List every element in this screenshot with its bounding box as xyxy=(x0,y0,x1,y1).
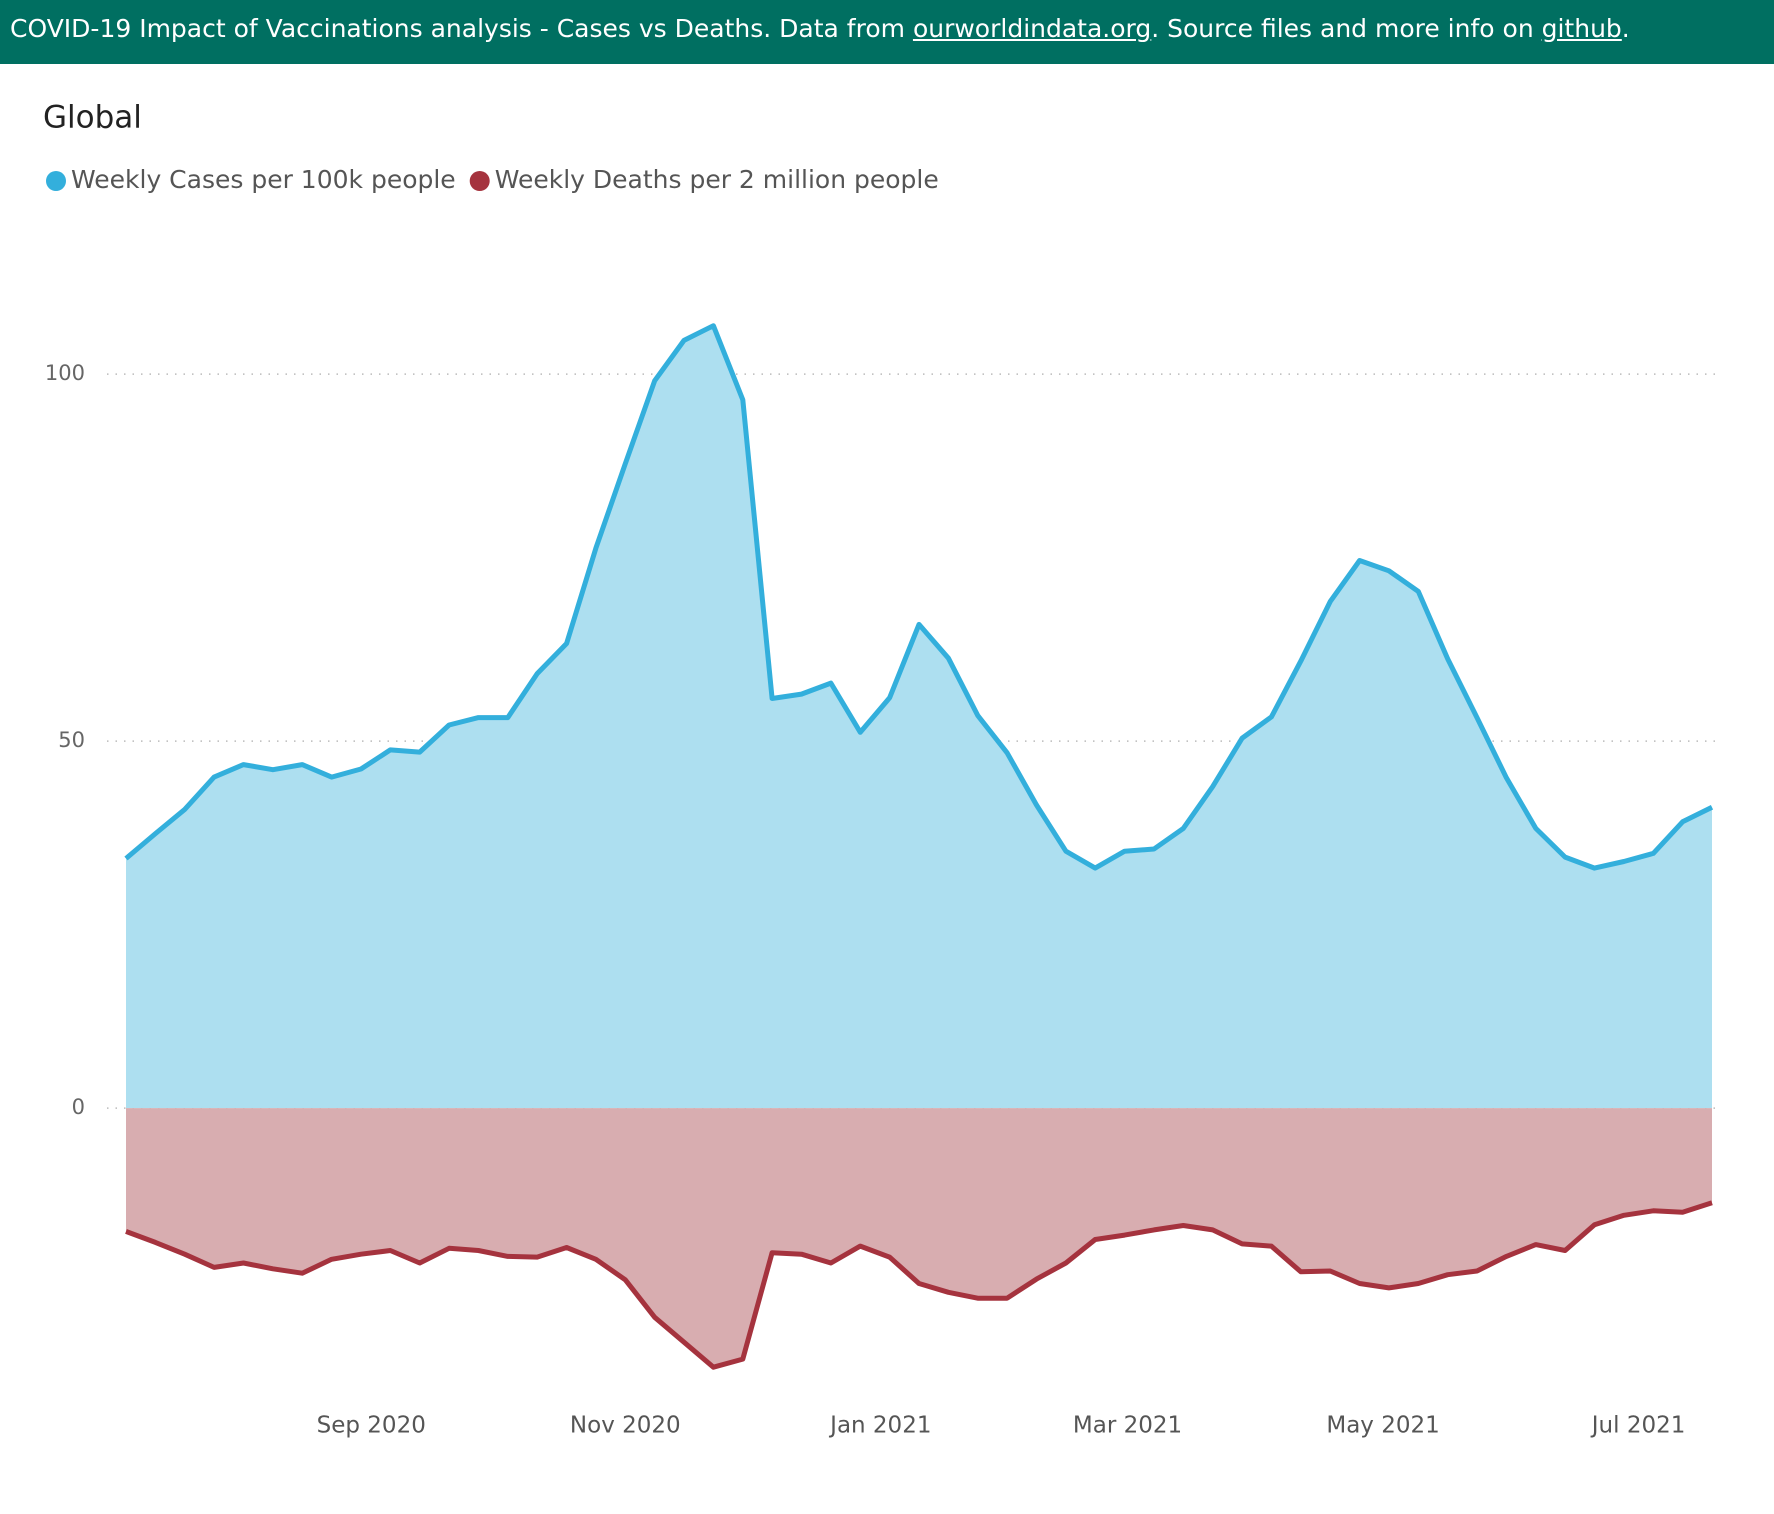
y-tick-label: 100 xyxy=(45,361,85,385)
area-line xyxy=(125,1200,1713,1370)
link[interactable]: ourworldindata.org xyxy=(912,14,1152,43)
x-tick-label: Sep 2020 xyxy=(317,1413,426,1439)
chart: Global Weekly Cases per 100k people Weekl… xyxy=(43,100,1721,1439)
x-tick-label: Jan 2021 xyxy=(828,1413,931,1439)
header-text: . Source files and more info on xyxy=(1151,14,1542,43)
legend-marker xyxy=(46,171,66,191)
y-tick-label: 0 xyxy=(72,1095,85,1119)
chart-title: Global xyxy=(43,100,142,136)
x-tick-label: Mar 2021 xyxy=(1073,1413,1182,1439)
x-tick-label: Nov 2020 xyxy=(570,1413,681,1439)
area-fill xyxy=(126,1108,1712,1368)
header-text: COVID-19 Impact of Vaccinations analysis… xyxy=(10,14,913,43)
legend-marker xyxy=(469,171,490,191)
header-text: . xyxy=(1621,14,1630,43)
area-fill xyxy=(126,325,1712,1109)
area-line xyxy=(124,323,1714,871)
y-tick-label: 50 xyxy=(58,728,85,752)
legend-label: Weekly Cases per 100k people xyxy=(71,165,456,194)
header-bar: COVID-19 Impact of Vaccinations analysis… xyxy=(0,0,1774,64)
x-tick-label: Jul 2021 xyxy=(1590,1413,1686,1439)
legend-label: Weekly Deaths per 2 million people xyxy=(495,165,939,194)
x-tick-label: May 2021 xyxy=(1326,1413,1439,1439)
link[interactable]: github xyxy=(1541,14,1622,43)
